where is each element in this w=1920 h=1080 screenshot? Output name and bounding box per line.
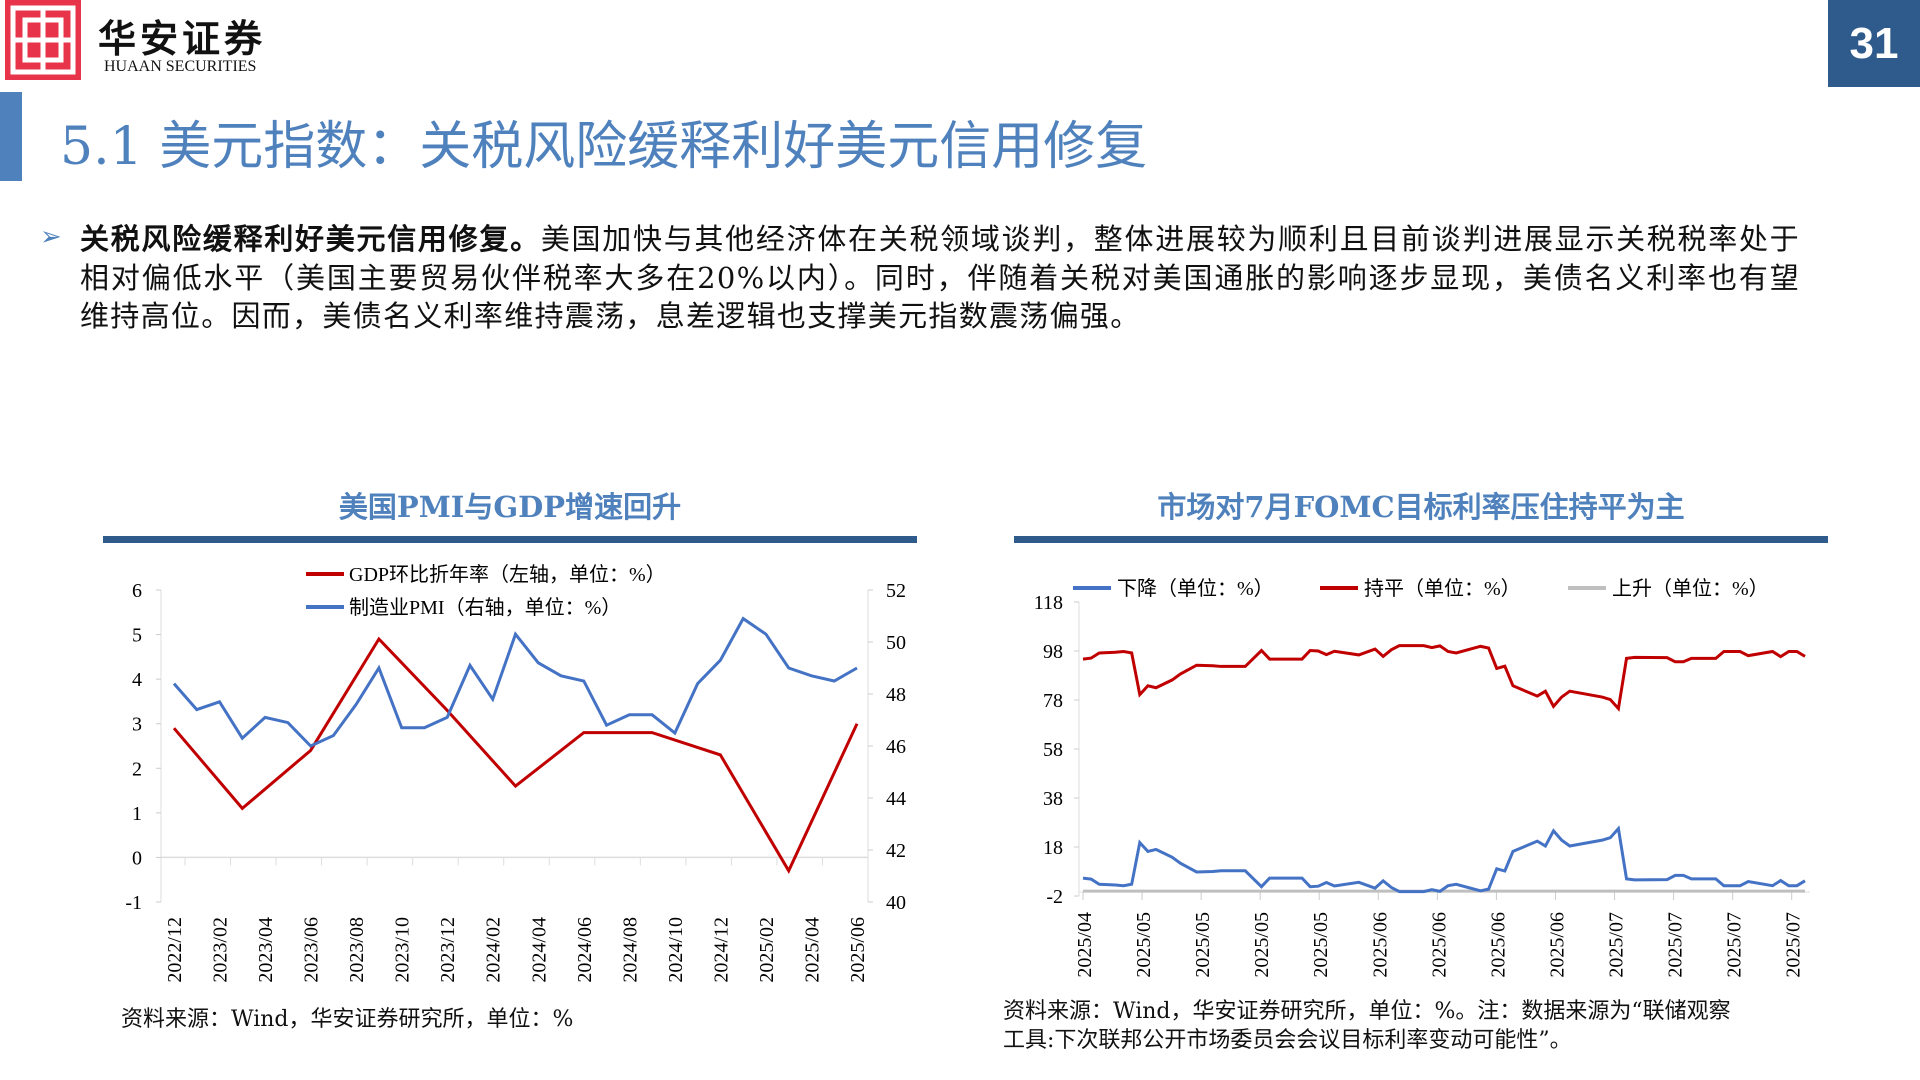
gdp-line [172, 636, 859, 875]
y-tick-label: 118 [1034, 592, 1063, 614]
page-title: 5.1 美元指数：关税风险缓释利好美元信用修复 [60, 117, 1148, 177]
left-tick-label: 5 [132, 625, 142, 647]
x-tick-label: 2025/05 [1310, 912, 1332, 978]
chart-right-title-bar [1014, 536, 1828, 543]
x-tick-label: 2025/06 [847, 917, 869, 983]
y-tick-label: 38 [1043, 788, 1063, 810]
title-accent-bar [0, 92, 22, 181]
x-tick-label: 2025/07 [1783, 912, 1805, 978]
legend-gdp: GDP环比折年率（左轴，单位：%） [349, 563, 666, 586]
x-tick-label: 2023/12 [437, 917, 459, 983]
x-tick-label: 2025/06 [1546, 912, 1568, 978]
x-tick-label: 2024/10 [665, 917, 687, 983]
y-tick-label: 98 [1043, 641, 1063, 663]
right-tick-label: 48 [886, 684, 906, 706]
chart-right-source-2: 工具:下次联邦公开市场委员会会议目标利率变动可能性”。 [1003, 1028, 1572, 1053]
body-paragraph: 关税风险缓释利好美元信用修复。美国加快与其他经济体在关税领域谈判，整体进展较为顺… [80, 220, 1800, 336]
x-tick-label: 2022/12 [164, 917, 186, 983]
page-number: 31 [1828, 0, 1920, 87]
x-tick-label: 2025/04 [801, 917, 823, 983]
x-tick-label: 2023/04 [255, 917, 277, 983]
legend-pmi: 制造业PMI（右轴，单位：%） [349, 596, 621, 619]
y-tick-label: 18 [1043, 837, 1063, 859]
right-tick-label: 42 [886, 840, 906, 862]
x-tick-label: 2024/04 [528, 917, 550, 983]
right-tick-label: 44 [886, 788, 906, 810]
right-tick-label: 52 [886, 580, 906, 602]
y-tick-label: -2 [1046, 886, 1063, 908]
left-tick-label: 0 [132, 847, 142, 869]
x-tick-label: 2024/12 [710, 917, 732, 983]
chart-right: 118 98 78 58 38 18 -2 2025/04 2025/05 2025/05 2025… [1034, 577, 1810, 978]
x-tick-label: 2025/06 [1487, 912, 1509, 978]
right-tick-label: 50 [886, 632, 906, 654]
left-tick-label: -1 [125, 892, 142, 914]
x-tick-label: 2025/06 [1428, 912, 1450, 978]
x-tick-label: 2025/02 [756, 917, 778, 983]
x-tick-label: 2023/02 [210, 917, 232, 983]
left-tick-label: 2 [132, 758, 142, 780]
legend-label: 持平（单位：%） [1364, 577, 1521, 600]
x-tick-label: 2024/06 [574, 917, 596, 983]
x-tick-label: 2023/10 [392, 917, 414, 983]
pmi-line [172, 616, 858, 748]
body-text: 美国加快与其他经济体在关税领域谈判，整体进展较为顺利且目前谈判进展显示关税税率处… [80, 222, 1800, 333]
right-tick-label: 40 [886, 892, 906, 914]
x-tick-label: 2025/05 [1251, 912, 1273, 978]
chart-left-title: 美国PMI与GDP增速回升 [338, 490, 682, 524]
x-tick-label: 2025/04 [1074, 912, 1096, 978]
logo-mark [5, 0, 81, 80]
left-tick-label: 6 [132, 580, 142, 602]
chart-right-source-1: 资料来源：Wind，华安证券研究所，单位：%。注：数据来源为“联储观察 [1003, 999, 1731, 1024]
body-lead: 关税风险缓释利好美元信用修复。 [80, 222, 541, 256]
legend-label: 下降（单位：%） [1117, 577, 1274, 600]
x-tick-label: 2025/05 [1192, 912, 1214, 978]
x-tick-label: 2025/05 [1133, 912, 1155, 978]
series-line-1 [1082, 644, 1806, 712]
left-tick-label: 1 [132, 803, 142, 825]
series-line-0 [1082, 825, 1806, 894]
left-tick-label: 3 [132, 714, 142, 736]
x-tick-label: 2024/02 [483, 917, 505, 983]
x-tick-label: 2023/06 [301, 917, 323, 983]
y-tick-label: 78 [1043, 690, 1063, 712]
left-tick-label: 4 [132, 669, 142, 691]
chart-left: 6 5 4 3 2 1 0 -1 52 50 48 46 44 42 40 2022/12 2023/02 202… [125, 563, 906, 983]
bullet-arrow-icon: ➢ [40, 222, 62, 252]
logo-text: 华安证券 [98, 16, 267, 61]
chart-right-title: 市场对7月FOMC目标利率压住持平为主 [1157, 490, 1685, 524]
x-tick-label: 2024/08 [619, 917, 641, 983]
y-tick-label: 58 [1043, 739, 1063, 761]
chart-left-title-bar [103, 536, 917, 543]
logo-subtext: HUAAN SECURITIES [104, 58, 257, 75]
legend-label: 上升（单位：%） [1612, 577, 1769, 600]
chart-left-source: 资料来源：Wind，华安证券研究所，单位：% [121, 1007, 574, 1032]
x-tick-label: 2025/06 [1369, 912, 1391, 978]
x-tick-label: 2023/08 [346, 917, 368, 983]
x-tick-label: 2025/07 [1665, 912, 1687, 978]
x-tick-label: 2025/07 [1724, 912, 1746, 978]
right-tick-label: 46 [886, 736, 906, 758]
x-tick-label: 2025/07 [1606, 912, 1628, 978]
